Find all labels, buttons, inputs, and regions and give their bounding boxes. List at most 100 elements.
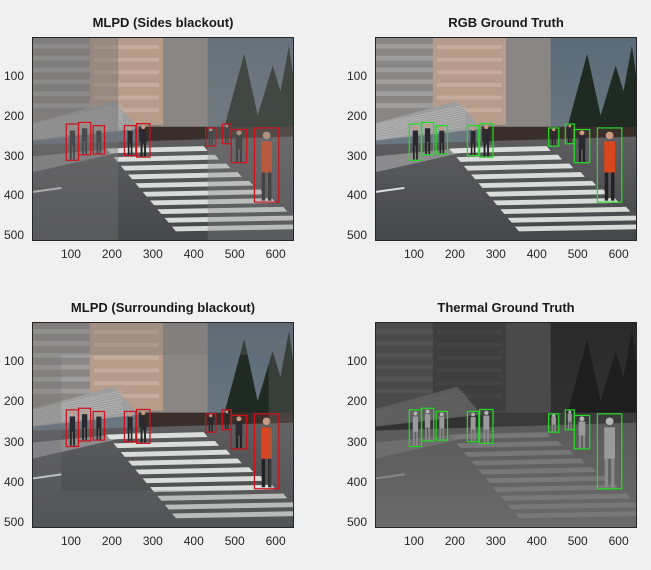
- y-tick-label: 300: [4, 434, 25, 449]
- pedestrian: [224, 124, 229, 144]
- pedestrian: [208, 414, 213, 432]
- y-tick-label: 200: [347, 394, 368, 409]
- x-tick-label: 200: [444, 247, 465, 261]
- panel-rgb-gt: RGB Ground Truth 100 200 300 400 500 600 100 200…: [347, 15, 637, 261]
- left-blackout: [33, 38, 119, 240]
- pedestrian: [261, 417, 272, 488]
- pedestrian: [551, 414, 556, 432]
- x-tick-label: 400: [183, 247, 204, 261]
- image-axes: [375, 322, 637, 528]
- pedestrian: [127, 126, 133, 155]
- y-tick-label: 100: [4, 68, 25, 83]
- y-tick-label: 400: [4, 474, 25, 489]
- pedestrian: [69, 411, 76, 446]
- pedestrian: [578, 416, 586, 449]
- y-tick-label: 100: [347, 68, 368, 83]
- panel-title: RGB Ground Truth: [448, 15, 564, 30]
- pedestrian: [140, 410, 147, 443]
- bounding-box: [123, 410, 137, 443]
- bounding-box: [92, 410, 106, 441]
- y-tick-label: 300: [4, 148, 25, 163]
- x-tick-label: 300: [142, 247, 163, 261]
- pedestrian: [424, 409, 431, 441]
- bounding-box: [123, 124, 137, 157]
- y-tick-label: 200: [4, 108, 25, 123]
- bounding-box: [466, 410, 480, 443]
- y-tick-label: 500: [347, 228, 368, 243]
- image-axes: [375, 37, 637, 241]
- bounding-box: [253, 413, 280, 490]
- x-tick-label: 300: [142, 534, 163, 548]
- panel-thermal-gt: Thermal Ground Truth 100 200 300 400 500 600 10…: [347, 300, 637, 548]
- bounding-box: [478, 408, 494, 444]
- surround-blackout: [33, 323, 293, 527]
- pedestrian: [604, 131, 615, 201]
- x-tick-label: 100: [60, 247, 81, 261]
- scene-image: [33, 323, 293, 527]
- x-tick-label: 500: [567, 247, 588, 261]
- pedestrian: [483, 124, 490, 157]
- y-tick-label: 100: [4, 354, 25, 369]
- image-axes: [32, 322, 294, 528]
- y-tick-label: 300: [347, 148, 368, 163]
- x-tick-label: 500: [567, 534, 588, 548]
- panel-title: MLPD (Sides blackout): [92, 15, 234, 30]
- bounding-box: [205, 127, 217, 147]
- pedestrian: [439, 412, 445, 440]
- x-tick-label: 600: [608, 534, 629, 548]
- bounding-box: [420, 121, 435, 156]
- bounding-box: [466, 124, 480, 157]
- pedestrian: [412, 125, 419, 160]
- bounding-box: [548, 413, 560, 433]
- bounding-box: [253, 127, 280, 203]
- y-tick-label: 500: [4, 228, 25, 243]
- scene-image: [33, 38, 293, 240]
- bounding-box: [478, 123, 494, 158]
- pedestrian: [208, 128, 213, 146]
- bounding-box: [435, 410, 449, 441]
- y-tick-label: 500: [4, 515, 25, 530]
- x-tick-label: 500: [224, 247, 245, 261]
- y-tick-label: 200: [4, 394, 25, 409]
- x-tick-label: 100: [403, 247, 424, 261]
- x-tick-label: 100: [60, 534, 81, 548]
- pedestrian: [604, 417, 615, 488]
- scene-image: [376, 38, 636, 240]
- bounding-box: [92, 124, 106, 155]
- panel-title: Thermal Ground Truth: [437, 300, 575, 315]
- y-tick-label: 200: [347, 108, 368, 123]
- pedestrian: [439, 126, 445, 154]
- bounding-box: [230, 414, 248, 450]
- pedestrian: [424, 123, 431, 155]
- bounding-box: [596, 413, 623, 490]
- pedestrian: [470, 126, 476, 155]
- bounding-box: [77, 121, 92, 156]
- y-tick-label: 400: [347, 188, 368, 203]
- scene-image: [376, 323, 636, 527]
- y-tick-label: 400: [4, 188, 25, 203]
- bounding-box: [230, 128, 248, 164]
- pedestrian: [96, 412, 102, 440]
- pedestrian: [224, 410, 229, 430]
- bounding-box: [205, 413, 217, 433]
- pedestrian: [470, 412, 476, 442]
- pedestrian: [127, 412, 133, 442]
- x-tick-label: 100: [403, 534, 424, 548]
- bounding-box: [77, 407, 92, 442]
- x-tick-label: 500: [224, 534, 245, 548]
- x-tick-label: 400: [183, 534, 204, 548]
- bounding-box: [573, 414, 591, 450]
- x-tick-label: 300: [485, 534, 506, 548]
- x-tick-label: 400: [526, 247, 547, 261]
- pedestrian: [96, 126, 102, 154]
- panel-title: MLPD (Surrounding blackout): [70, 300, 256, 315]
- y-tick-label: 400: [347, 474, 368, 489]
- pedestrian: [140, 124, 147, 157]
- bounding-box: [135, 123, 151, 158]
- bounding-box: [548, 127, 560, 147]
- bounding-box: [573, 128, 591, 164]
- y-tick-label: 500: [347, 515, 368, 530]
- pedestrian: [81, 409, 88, 441]
- x-tick-label: 200: [444, 534, 465, 548]
- pedestrian: [551, 128, 556, 146]
